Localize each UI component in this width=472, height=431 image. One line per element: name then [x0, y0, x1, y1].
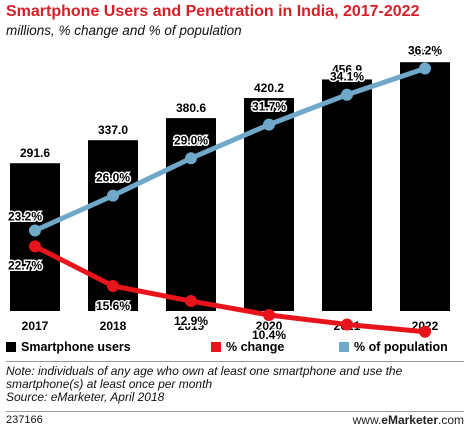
population-value-label: 23.2%	[8, 210, 42, 224]
chart-title: Smartphone Users and Penetration in Indi…	[6, 3, 420, 20]
brand-suffix: .com	[437, 413, 464, 427]
bar-value-label: 420.2	[254, 81, 284, 95]
population-point	[107, 189, 119, 202]
change-point	[185, 295, 197, 308]
population-point	[263, 118, 275, 131]
legend-item-pct-population: % of population	[339, 340, 448, 354]
source-text: Source: eMarketer, April 2018	[6, 390, 165, 404]
change-point	[341, 318, 353, 331]
x-tick-label: 2018	[100, 319, 127, 333]
legend-label: Smartphone users	[21, 340, 131, 354]
brand-link[interactable]: www.eMarketer.com	[353, 413, 464, 427]
footnote: Note: individuals of any age who own at …	[6, 365, 468, 404]
population-value-label: 29.0%	[174, 133, 208, 147]
change-point	[29, 240, 41, 253]
legend-swatch	[6, 342, 16, 352]
population-line	[32, 66, 428, 234]
legend-swatch	[339, 342, 349, 352]
population-point	[341, 88, 353, 101]
population-value-label: 31.7%	[252, 100, 286, 114]
population-value-label: 34.1%	[330, 70, 364, 84]
change-value-label: 15.6%	[96, 299, 130, 313]
legend-item-smartphone-users: Smartphone users	[6, 340, 131, 354]
bar-value-label: 456.9	[332, 62, 362, 76]
bar-value-label: 337.0	[98, 123, 128, 137]
population-point	[419, 62, 431, 75]
brand-prefix: www.	[352, 413, 382, 427]
bar-2021	[322, 79, 372, 311]
chart-id: 237166	[6, 414, 43, 426]
change-value-label: 12.9%	[174, 314, 208, 328]
change-value-label: 10.4%	[252, 328, 286, 340]
change-point	[419, 325, 431, 338]
x-tick-label: 2020	[256, 319, 283, 333]
divider	[6, 361, 464, 362]
bar-value-label: 291.6	[20, 146, 50, 160]
divider	[6, 411, 464, 412]
legend-item-pct-change: % change	[211, 340, 284, 354]
chart-subtitle: millions, % change and % of population	[6, 23, 242, 38]
legend-swatch	[211, 342, 221, 352]
bar-value-label: 380.6	[176, 101, 206, 115]
legend: Smartphone users % change % of populatio…	[6, 340, 466, 356]
brand-name: eMarketer	[381, 413, 438, 427]
legend-label: % of population	[354, 340, 448, 354]
population-point	[185, 152, 197, 165]
x-tick-label: 2017	[22, 319, 49, 333]
x-tick-label: 2019	[178, 319, 205, 333]
bar-2022	[400, 62, 450, 311]
change-point	[107, 279, 119, 292]
population-point	[29, 224, 41, 237]
bar-value-label: 490.9	[410, 45, 440, 59]
bar-2017	[10, 163, 60, 311]
combo-chart: 291.6 2017 337.0 2018 380.6 2019 420.2 2020 456.…	[6, 42, 450, 340]
change-value-label: 8.7%	[333, 337, 361, 340]
change-line	[32, 243, 428, 335]
population-value-label: 36.2%	[408, 44, 442, 58]
legend-label: % change	[226, 340, 285, 354]
change-point	[263, 308, 275, 321]
population-value-label: 26.0%	[96, 171, 130, 185]
change-value-label: 22.7%	[8, 258, 42, 272]
note-text: Note: individuals of any age who own at …	[6, 364, 403, 391]
